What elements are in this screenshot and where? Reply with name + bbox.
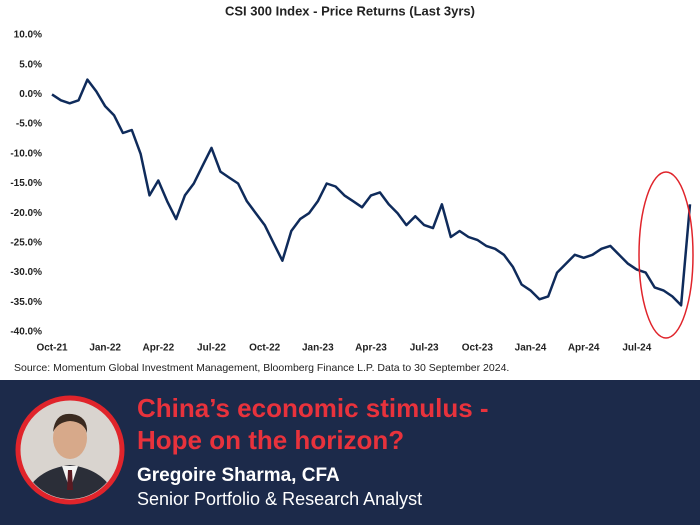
x-tick-label: Jul-24 bbox=[622, 343, 651, 354]
y-tick-label: -40.0% bbox=[10, 327, 42, 338]
author-photo bbox=[15, 395, 125, 505]
chart-title: CSI 300 Index - Price Returns (Last 3yrs… bbox=[225, 3, 475, 18]
chart-background bbox=[0, 0, 700, 380]
headline-line: Hope on the horizon? bbox=[137, 425, 404, 455]
y-tick-label: -10.0% bbox=[10, 148, 42, 159]
headline-line: China’s economic stimulus - bbox=[137, 393, 489, 423]
source-note: Source: Momentum Global Investment Manag… bbox=[14, 362, 509, 374]
y-tick-label: -20.0% bbox=[10, 208, 42, 219]
x-tick-label: Apr-23 bbox=[355, 343, 387, 354]
x-tick-label: Jan-22 bbox=[89, 343, 121, 354]
x-tick-label: Apr-22 bbox=[142, 343, 174, 354]
x-tick-label: Jul-22 bbox=[197, 343, 226, 354]
x-tick-label: Oct-21 bbox=[36, 343, 68, 354]
x-tick-label: Jan-23 bbox=[302, 343, 334, 354]
x-tick-label: Jan-24 bbox=[515, 343, 547, 354]
x-tick-label: Oct-22 bbox=[249, 343, 281, 354]
y-tick-label: 5.0% bbox=[19, 59, 42, 70]
y-tick-label: -15.0% bbox=[10, 178, 42, 189]
y-tick-label: -30.0% bbox=[10, 267, 42, 278]
author-name: Gregoire Sharma, CFA bbox=[137, 465, 340, 486]
x-tick-label: Oct-23 bbox=[462, 343, 494, 354]
y-tick-label: -5.0% bbox=[16, 119, 42, 130]
y-tick-label: -35.0% bbox=[10, 297, 42, 308]
price-line bbox=[51, 78, 692, 307]
plot: -40.0% -35.0% -30.0% -25.0% -20.0% -15.0% -10.… bbox=[10, 30, 692, 354]
highlight-ellipse bbox=[638, 171, 694, 339]
x-tick-label: Apr-24 bbox=[568, 343, 600, 354]
author-role: Senior Portfolio & Research Analyst bbox=[137, 489, 422, 509]
x-tick-label: Jul-23 bbox=[410, 343, 439, 354]
y-tick-label: 10.0% bbox=[14, 30, 42, 41]
y-tick-label: 0.0% bbox=[19, 89, 42, 100]
y-tick-label: -25.0% bbox=[10, 238, 42, 249]
